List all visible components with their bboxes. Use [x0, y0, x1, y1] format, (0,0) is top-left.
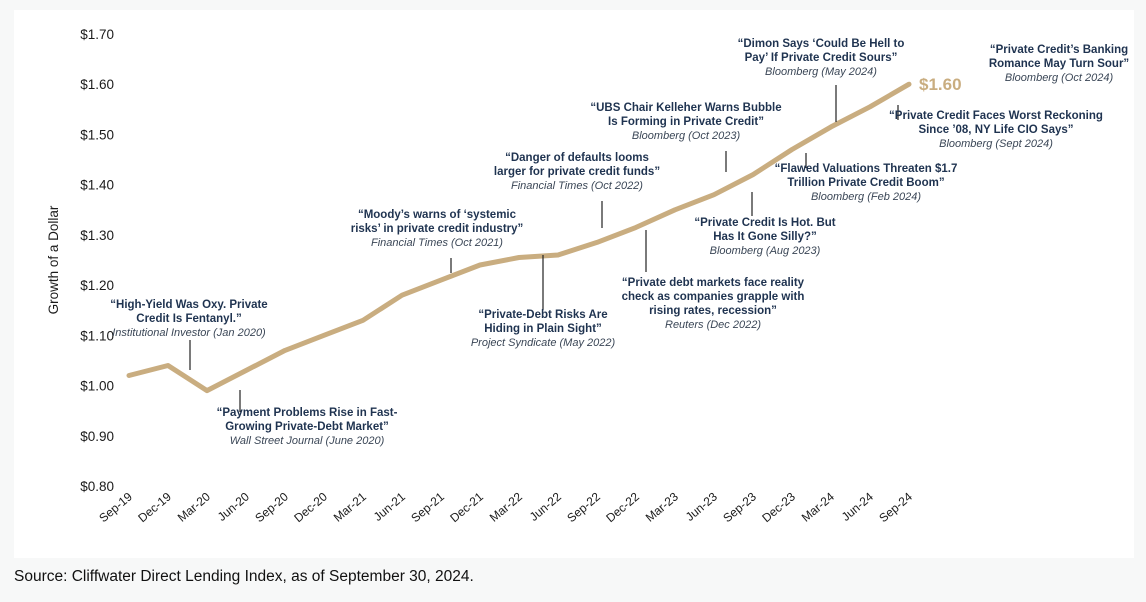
source-note: Source: Cliffwater Direct Lending Index,… [14, 568, 474, 585]
annotation-source: Financial Times (Oct 2022) [511, 180, 643, 192]
x-tick-label: Jun-22 [527, 489, 564, 524]
x-tick-label: Jun-24 [839, 489, 876, 524]
annotation-headline: “Private debt markets face reality [622, 277, 805, 289]
y-tick-label: $1.00 [80, 379, 114, 394]
x-tick-label: Dec-23 [759, 489, 798, 525]
annotation-headline: Trillion Private Credit Boom” [787, 177, 944, 189]
y-tick-label: $0.90 [80, 429, 114, 444]
x-tick-label: Sep-20 [252, 489, 291, 525]
x-tick-label: Jun-20 [215, 489, 252, 524]
x-tick-label: Jun-21 [371, 489, 408, 524]
annotation-headline: risks’ in private credit industry” [351, 223, 524, 235]
annotation-headline: Hiding in Plain Sight” [484, 323, 602, 335]
annotation-source: Bloomberg (Oct 2024) [1005, 72, 1114, 84]
annotation-source: Bloomberg (Feb 2024) [811, 191, 921, 203]
x-tick-label: Mar-20 [175, 489, 213, 524]
x-tick-label: Jun-23 [683, 489, 720, 524]
annotation-headline: “Flawed Valuations Threaten $1.7 [775, 163, 958, 175]
y-tick-label: $0.80 [80, 479, 114, 494]
annotation-headline: “Payment Problems Rise in Fast- [217, 407, 398, 419]
annotation-source: Bloomberg (May 2024) [765, 66, 877, 78]
line-chart: Growth of a Dollar $1.70 $1.60 $1.50 $1.40 $1… [46, 27, 1129, 525]
y-tick-label: $1.30 [80, 228, 114, 243]
annotation-headline: rising rates, recession” [649, 305, 777, 317]
x-tick-label: Dec-21 [447, 489, 486, 525]
annotation-source: Financial Times (Oct 2021) [371, 237, 503, 249]
annotation-headline: Romance May Turn Sour” [989, 58, 1129, 70]
x-tick-label: Mar-23 [643, 489, 681, 524]
annotation-headline: “Private Credit’s Banking [990, 44, 1128, 56]
x-tick-label: Mar-21 [331, 489, 369, 524]
x-tick-label: Dec-19 [135, 489, 174, 525]
annotation-headline: Pay’ If Private Credit Sours” [745, 52, 898, 64]
y-tick-label: $1.10 [80, 328, 114, 343]
annotation-source: Reuters (Dec 2022) [665, 319, 761, 331]
annotation-source: Bloomberg (Sept 2024) [939, 138, 1053, 150]
y-tick-label: $1.20 [80, 278, 114, 293]
annotation-headline: larger for private credit funds” [494, 166, 660, 178]
chart-panel: Growth of a Dollar $1.70 $1.60 $1.50 $1.40 $1… [14, 10, 1134, 558]
end-value-label: $1.60 [919, 75, 962, 94]
y-tick-label: $1.50 [80, 127, 114, 142]
x-tick-label: Mar-24 [799, 489, 837, 524]
y-tick-label: $1.60 [80, 77, 114, 92]
annotation-headline: Growing Private-Debt Market” [225, 421, 389, 433]
annotation-source: Bloomberg (Oct 2023) [632, 130, 741, 142]
y-tick-label: $1.40 [80, 178, 114, 193]
x-tick-label: Dec-20 [291, 489, 330, 525]
annotation-headline: Credit Is Fentanyl.” [136, 313, 241, 325]
annotation-headline: “Danger of defaults looms [505, 152, 649, 164]
x-tick-label: Sep-24 [876, 489, 915, 525]
annotation-headline: “Private-Debt Risks Are [478, 309, 607, 321]
annotation-headline: “UBS Chair Kelleher Warns Bubble [590, 102, 781, 114]
y-tick-label: $1.70 [80, 27, 114, 42]
annotation-headline: Since ’08, NY Life CIO Says” [918, 124, 1073, 136]
x-tick-label: Sep-22 [564, 489, 603, 525]
series-line [126, 81, 912, 394]
annotation-source: Project Syndicate (May 2022) [471, 337, 616, 349]
annotation-headline: “Dimon Says ‘Could Be Hell to [738, 38, 905, 50]
annotation-headline: Is Forming in Private Credit” [608, 116, 764, 128]
annotation-headline: “Private Credit Is Hot. But [694, 217, 835, 229]
annotation-headline: “Moody’s warns of ‘systemic [358, 209, 517, 221]
annotation-headline: “Private Credit Faces Worst Reckoning [889, 110, 1103, 122]
x-tick-label: Sep-23 [720, 489, 759, 525]
x-tick-label: Dec-22 [603, 489, 642, 525]
x-tick-label: Sep-21 [408, 489, 447, 525]
annotation-source: Institutional Investor (Jan 2020) [112, 327, 266, 339]
annotation-source: Bloomberg (Aug 2023) [710, 245, 821, 257]
annotation-headline: “High-Yield Was Oxy. Private [110, 299, 267, 311]
y-axis-label: Growth of a Dollar [46, 205, 61, 314]
annotation-headline: Has It Gone Silly?” [713, 231, 817, 243]
x-tick-label: Mar-22 [487, 489, 525, 524]
annotation-headline: check as companies grapple with [622, 291, 805, 303]
annotation-source: Wall Street Journal (June 2020) [230, 435, 385, 447]
x-tick-label: Sep-19 [96, 489, 135, 525]
